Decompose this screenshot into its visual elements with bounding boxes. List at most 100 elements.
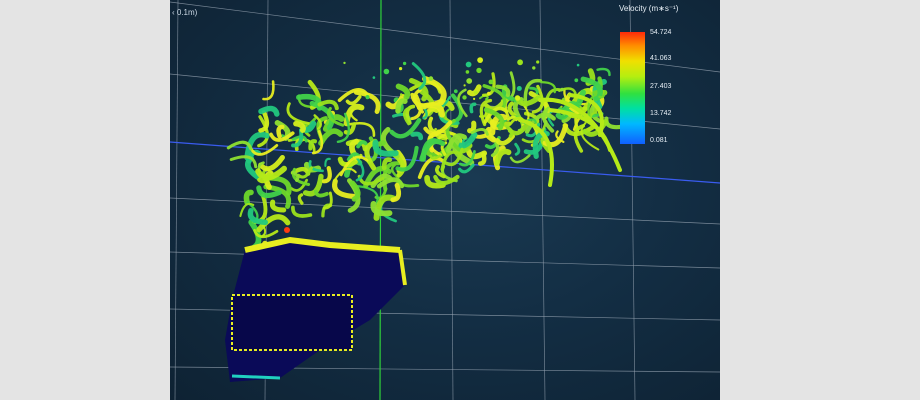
vortex-tube — [276, 124, 285, 139]
vortex-tube — [269, 199, 287, 213]
vortex-fragment — [372, 76, 376, 79]
vortex-tube — [391, 164, 398, 178]
vortex-tube — [417, 156, 445, 179]
grid-spacing-label: ‹ 0.1m) — [172, 8, 198, 17]
vortex-fragment — [560, 87, 564, 92]
vortex-tube — [440, 150, 461, 172]
vortex-tube — [327, 106, 345, 127]
vortex-tube — [470, 128, 489, 136]
vortex-tube — [524, 112, 556, 134]
vortex-tube — [297, 193, 304, 205]
vortex-tube — [389, 118, 422, 139]
vortex-tube — [258, 105, 280, 117]
vortex-tube — [494, 133, 515, 146]
vortex-tube — [593, 84, 603, 101]
vortex-tube — [540, 80, 557, 94]
vortex-tube — [402, 106, 411, 126]
vortex-tube — [322, 191, 333, 210]
vortex-tube — [332, 178, 357, 199]
vortex-fragment — [473, 90, 478, 95]
vortex-tube — [501, 124, 514, 138]
vortex-tube — [296, 166, 314, 179]
vortex-fragment — [576, 63, 580, 67]
vortex-tube — [311, 130, 324, 155]
vortex-tube — [467, 120, 477, 134]
vortex-tube — [514, 142, 521, 156]
vortex-tube — [395, 98, 408, 114]
vortex-fragment — [462, 95, 467, 100]
vortex-tube — [555, 130, 565, 143]
vortex-tube — [433, 174, 460, 186]
vortex-tube — [291, 205, 313, 218]
vortex-tube — [363, 166, 392, 188]
vortex-fragment — [516, 86, 522, 91]
vortex-fragment — [487, 91, 491, 96]
vortex-tube — [395, 145, 419, 172]
legend-colorbar — [620, 32, 645, 144]
vortex-tube — [343, 103, 365, 127]
3d-viewport[interactable]: ‹ 0.1m) Velocity (m∗s⁻¹) 54.724 41.063 2… — [170, 0, 720, 400]
vortex-fragment — [532, 66, 536, 70]
vortex-tube — [324, 157, 331, 167]
vortex-tube — [262, 80, 275, 101]
vortex-tube — [410, 131, 424, 141]
body-base-edge — [231, 374, 281, 380]
vortex-tube — [258, 154, 285, 172]
vortex-tube — [489, 113, 508, 136]
vortex-tube — [239, 202, 255, 218]
legend-tick-2: 41.063 — [650, 55, 672, 62]
legend-title: Velocity (m∗s⁻¹) — [619, 4, 679, 13]
grid-line — [170, 197, 720, 225]
grid-line — [449, 0, 454, 400]
vortex-fragment — [399, 67, 403, 71]
vortex-tube — [477, 152, 487, 166]
vortex-tube — [286, 102, 310, 125]
vortex-tube — [346, 152, 361, 162]
vortex-tube — [429, 154, 441, 160]
vortex-tube — [541, 106, 555, 133]
vortex-tube — [435, 165, 446, 179]
vortex-tube — [424, 174, 446, 189]
vortex-tube — [482, 84, 507, 111]
vortex-fragment — [476, 67, 482, 74]
vortex-tube — [356, 140, 368, 149]
vortex-tube — [356, 185, 379, 205]
vortex-tube — [457, 88, 468, 118]
vortex-fragment — [365, 95, 370, 100]
vortex-tube — [353, 90, 381, 114]
vortex-fragment — [517, 59, 523, 66]
vortex-tube — [444, 147, 464, 167]
vortex-tube — [529, 86, 539, 95]
vortex-tube — [479, 98, 493, 127]
vortex-tube — [343, 122, 357, 135]
vortex-fragment — [453, 89, 458, 94]
vortex-tube — [390, 182, 402, 203]
vortex-tube — [258, 110, 270, 133]
vortex-tube — [411, 62, 427, 90]
vortex-tube — [422, 75, 447, 106]
velocity-legend: Velocity (m∗s⁻¹) 54.724 41.063 27.403 13… — [615, 4, 715, 154]
vortex-tube — [596, 67, 611, 77]
vortex-tube — [483, 106, 509, 124]
vortex-fragment — [515, 95, 521, 101]
vortex-tube — [293, 120, 306, 133]
vortex-visualization — [170, 0, 720, 400]
vortex-tube — [308, 139, 317, 151]
vortex-tube — [416, 102, 446, 118]
vortex-tube — [483, 107, 505, 131]
vortex-tube — [410, 94, 422, 121]
vortex-tube — [573, 124, 585, 153]
vortex-tube — [339, 155, 369, 177]
vortex-tube — [313, 114, 322, 130]
body-front-face — [231, 294, 353, 351]
vortex-tube — [247, 208, 268, 225]
vortex-fragment — [428, 76, 434, 81]
legend-tick-4: 13.742 — [650, 110, 672, 117]
vortex-tube — [226, 140, 253, 151]
vortex-isosurfaces — [226, 57, 625, 252]
vortex-tube — [337, 88, 371, 103]
high-velocity-spot — [284, 227, 290, 233]
vortex-tube — [291, 128, 304, 148]
vortex-streak — [568, 93, 604, 137]
grid-line — [174, 0, 179, 400]
